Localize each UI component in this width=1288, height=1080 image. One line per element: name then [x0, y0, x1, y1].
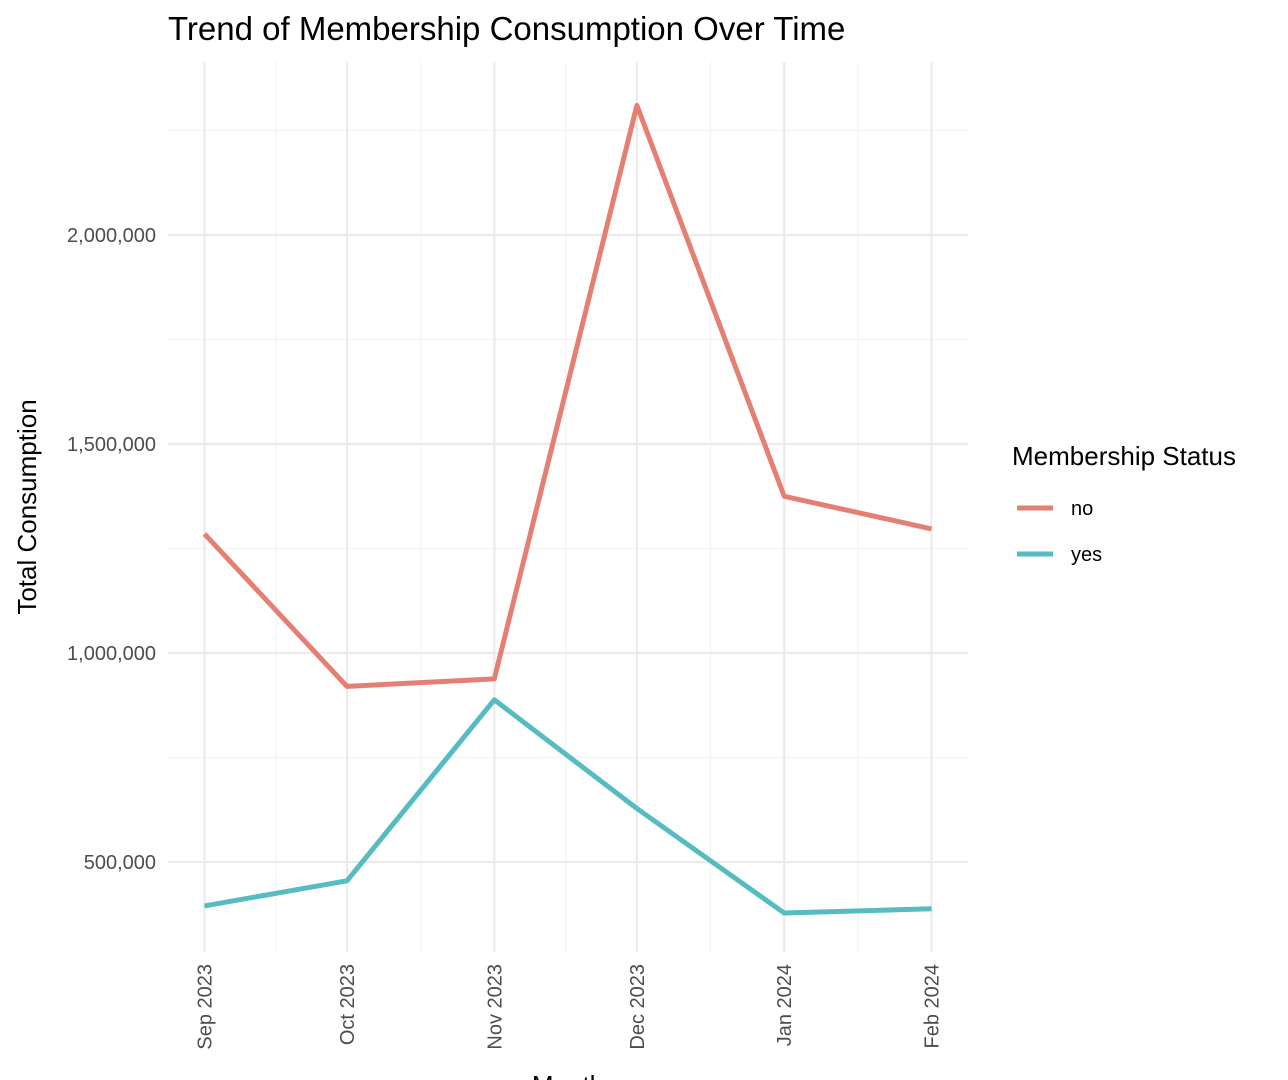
x-tick-label: Oct 2023 — [337, 964, 359, 1045]
legend-title: Membership Status — [1012, 441, 1236, 471]
x-tick-label: Sep 2023 — [195, 964, 217, 1050]
legend-item-yes: yes — [1017, 544, 1102, 566]
grid — [168, 62, 968, 952]
legend-item-no: no — [1017, 498, 1093, 520]
x-tick-label: Feb 2024 — [922, 964, 944, 1049]
y-tick-label: 1,000,000 — [67, 643, 156, 665]
x-tick-label: Dec 2023 — [627, 964, 649, 1050]
legend-label-yes: yes — [1071, 544, 1102, 566]
x-tick-label: Jan 2024 — [774, 964, 796, 1046]
x-axis-title: Month — [532, 1070, 604, 1080]
series-lines — [202, 102, 933, 916]
legend-items: no yes — [1017, 498, 1102, 566]
y-tick-label: 500,000 — [84, 852, 156, 874]
x-tick-label: Nov 2023 — [484, 964, 506, 1050]
legend: Membership Status no yes — [1012, 441, 1236, 566]
y-axis-tick-labels: 500,000 1,000,000 1,500,000 2,000,000 — [67, 225, 156, 874]
y-axis-title: Total Consumption — [12, 399, 42, 614]
legend-label-no: no — [1071, 498, 1093, 520]
series-line-yes — [204, 697, 932, 916]
x-axis-tick-labels: Sep 2023 Oct 2023 Nov 2023 Dec 2023 Jan 2024… — [195, 964, 944, 1050]
chart-title: Trend of Membership Consumption Over Tim… — [168, 10, 845, 47]
y-tick-label: 2,000,000 — [67, 225, 156, 247]
series-line-no — [202, 102, 933, 689]
y-tick-label: 1,500,000 — [67, 434, 156, 456]
